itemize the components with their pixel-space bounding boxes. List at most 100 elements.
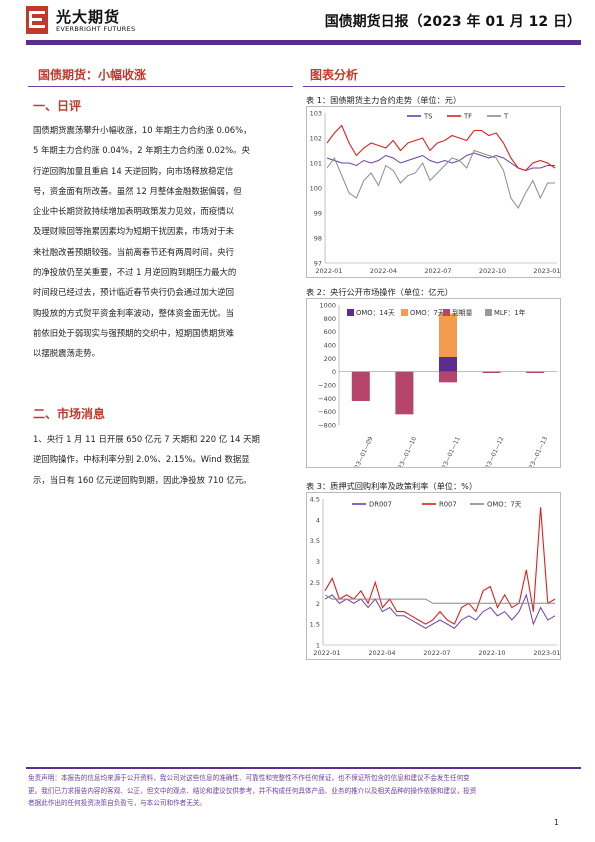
x-tick-label: 2022-01 bbox=[313, 649, 340, 657]
bar-到期量 bbox=[395, 371, 414, 415]
brand-name-en: EVERBRIGHT FUTURES bbox=[56, 25, 136, 33]
review-line: 时间段已经过去，预计临近春节央行仍会通过加大逆回 bbox=[33, 287, 234, 298]
y-tick-label: 200 bbox=[324, 355, 336, 363]
x-tick-label: 2023-01 bbox=[533, 267, 560, 275]
section-daily-review-heading: 一、日评 bbox=[33, 99, 82, 113]
legend-label: OMO：14天 bbox=[356, 309, 395, 317]
chart1-frame: 97 98 99 100 101 102 103 2022-01 2022-04 2022-07 2… bbox=[306, 106, 561, 278]
review-line: 5 年期主力合约涨 0.04%，2 年期主力合约涨 0.02%。央 bbox=[33, 145, 250, 156]
review-line: 购投放的方式熨平资金利率波动，整体资金面无忧。当 bbox=[33, 307, 234, 318]
legend-label: R007 bbox=[439, 501, 457, 509]
review-line: 的净投放仍至关重要，不过 1 月逆回购到期压力最大的 bbox=[33, 267, 237, 278]
y-tick-label: 3.5 bbox=[310, 537, 320, 545]
legend-label: TF bbox=[463, 113, 472, 121]
y-tick-label: 99 bbox=[314, 210, 322, 218]
legend-label: DR007 bbox=[369, 501, 392, 509]
y-tick-label: 1 bbox=[316, 642, 320, 650]
news-line: 逆回购操作，中标利率分别 2.0%、2.15%。Wind 数据显 bbox=[33, 454, 250, 465]
y-tick-label: 4 bbox=[316, 516, 320, 524]
footer-divider bbox=[26, 767, 581, 769]
disclaimer: 免责声明：本报告的信息均来源于公开资料，我公司对这些信息的准确性、可靠性和完整性… bbox=[28, 772, 576, 810]
review-line: 号，资金面有所改善。虽然 12 月整体金融数据偏弱，但 bbox=[33, 185, 242, 196]
y-tick-label: 3 bbox=[316, 558, 320, 566]
left-title-divider bbox=[28, 86, 293, 87]
right-column-title: 图表分析 bbox=[310, 68, 359, 82]
section-market-news-heading: 二、市场消息 bbox=[33, 407, 106, 421]
legend-swatch bbox=[347, 309, 354, 316]
bar-到期量 bbox=[526, 371, 545, 373]
review-line: 企业中长期贷款持续增加表明政策发力见效，而疫情以 bbox=[33, 206, 234, 217]
legend-label: OMO：7天 bbox=[487, 501, 522, 509]
disclaimer-line: 更。我们已力求报告内容的客观、公正，但文中的观点、结论和建议仅供参考，并不构成任… bbox=[28, 786, 477, 795]
brand-name-cn: 光大期货 bbox=[56, 8, 121, 26]
x-tick-label: 2023—01—09 bbox=[350, 435, 374, 467]
bar-到期量 bbox=[439, 371, 457, 383]
brand-logo bbox=[26, 6, 48, 34]
bar-到期量 bbox=[351, 371, 370, 401]
bar-OMO：7天 bbox=[439, 313, 457, 357]
y-tick-label: 98 bbox=[314, 235, 322, 243]
repo-rate-chart: 1 1.5 2 2.5 3 3.5 4 4.5 2022-01 2022-04 2022-07 202… bbox=[310, 496, 561, 658]
y-tick-label: −600 bbox=[318, 408, 336, 416]
y-tick-label: 1000 bbox=[319, 302, 336, 310]
right-title-divider bbox=[303, 86, 565, 87]
open-market-operations-chart: 1000 800 600 400 200 0 −200 −400 −600 −800 2023—01… bbox=[318, 302, 557, 477]
y-tick-label: 102 bbox=[310, 135, 322, 143]
chart3-frame: 1 1.5 2 2.5 3 3.5 4 4.5 2022-01 2022-04 2022-07 202… bbox=[306, 492, 561, 660]
bar-OMO：14天 bbox=[439, 357, 457, 372]
y-tick-label: 103 bbox=[310, 110, 322, 118]
disclaimer-line: 免责声明：本报告的信息均来源于公开资料，我公司对这些信息的准确性、可靠性和完整性… bbox=[28, 774, 470, 782]
disclaimer-line: 者据此作出的任何投资决策自负盈亏，与本公司和作者无关。 bbox=[28, 799, 207, 807]
header-divider bbox=[26, 40, 581, 45]
x-tick-label: 2022-07 bbox=[423, 649, 450, 657]
futures-price-chart: 97 98 99 100 101 102 103 2022-01 2022-04 2022-07 2… bbox=[310, 110, 561, 276]
series-line-R007 bbox=[324, 507, 556, 625]
series-line-TF bbox=[326, 124, 556, 172]
page-number: 1 bbox=[554, 818, 559, 827]
y-tick-label: 800 bbox=[324, 315, 336, 323]
series-line-T bbox=[326, 149, 555, 209]
chart2-frame: 1000 800 600 400 200 0 −200 −400 −600 −800 2023—01… bbox=[306, 298, 561, 477]
legend-label: OMO：7天 bbox=[410, 309, 445, 317]
review-line: 来社融改善预期较强。当前离春节还有两周时间，央行 bbox=[33, 246, 234, 257]
x-tick-label: 2023—01—11 bbox=[437, 435, 461, 467]
y-tick-label: 600 bbox=[324, 328, 336, 336]
legend-label: MLF：1年 bbox=[494, 308, 526, 317]
y-tick-label: 2.5 bbox=[310, 579, 320, 587]
chart1-title: 表 1：国债期货主力合约走势（单位：元） bbox=[306, 95, 462, 105]
y-tick-label: 97 bbox=[314, 260, 322, 268]
left-column-title: 国债期货：小幅收涨 bbox=[38, 68, 147, 82]
y-tick-label: 100 bbox=[310, 185, 322, 193]
x-tick-label: 2022-01 bbox=[315, 267, 342, 275]
y-tick-label: 400 bbox=[324, 342, 336, 350]
chart2-title: 表 2：央行公开市场操作（单位：亿元） bbox=[306, 287, 453, 297]
x-tick-label: 2022-10 bbox=[478, 649, 505, 657]
chart3-title: 表 3：质押式回购利率及政策利率（单位：%） bbox=[306, 481, 478, 491]
x-tick-label: 2022-10 bbox=[479, 267, 506, 275]
y-tick-label: 101 bbox=[310, 160, 322, 168]
x-tick-label: 2023—01—12 bbox=[481, 435, 505, 467]
review-line: 国债期货震荡攀升小幅收涨，10 年期主力合约涨 0.06%， bbox=[33, 125, 252, 135]
legend-swatch bbox=[443, 309, 450, 316]
review-line: 行逆回购加量且重启 14 天逆回购，向市场释放稳定信 bbox=[33, 165, 234, 176]
y-tick-label: 0 bbox=[332, 368, 336, 376]
y-tick-label: −400 bbox=[318, 395, 336, 403]
legend-label: TS bbox=[423, 113, 432, 121]
legend-label: T bbox=[503, 113, 509, 121]
review-line: 前依旧处于弱现实与强预期的交织中，短期国债期货难 bbox=[33, 327, 234, 338]
brand-logo-icon bbox=[26, 6, 48, 34]
review-line: 以摆脱震荡走势。 bbox=[33, 348, 100, 359]
x-tick-label: 2023-01 bbox=[533, 649, 560, 657]
x-tick-label: 2022-04 bbox=[370, 267, 397, 275]
y-tick-label: 1.5 bbox=[310, 621, 320, 629]
y-tick-label: −200 bbox=[318, 382, 336, 390]
legend-swatch bbox=[401, 309, 408, 316]
x-tick-label: 2022-04 bbox=[368, 649, 395, 657]
report-title: 国债期货日报（2023 年 01 月 12 日） bbox=[324, 14, 581, 30]
news-line: 示，当日有 160 亿元逆回购到期，因此净投放 710 亿元。 bbox=[33, 474, 252, 485]
market-news-body: 1、央行 1 月 11 日开展 650 亿元 7 天期和 220 亿 14 天期… bbox=[33, 429, 295, 490]
series-line-TS bbox=[326, 152, 555, 172]
bar-到期量 bbox=[482, 371, 501, 373]
legend-swatch bbox=[485, 309, 492, 316]
daily-review-body: 国债期货震荡攀升小幅收涨，10 年期主力合约涨 0.06%， 5 年期主力合约涨… bbox=[33, 120, 295, 364]
